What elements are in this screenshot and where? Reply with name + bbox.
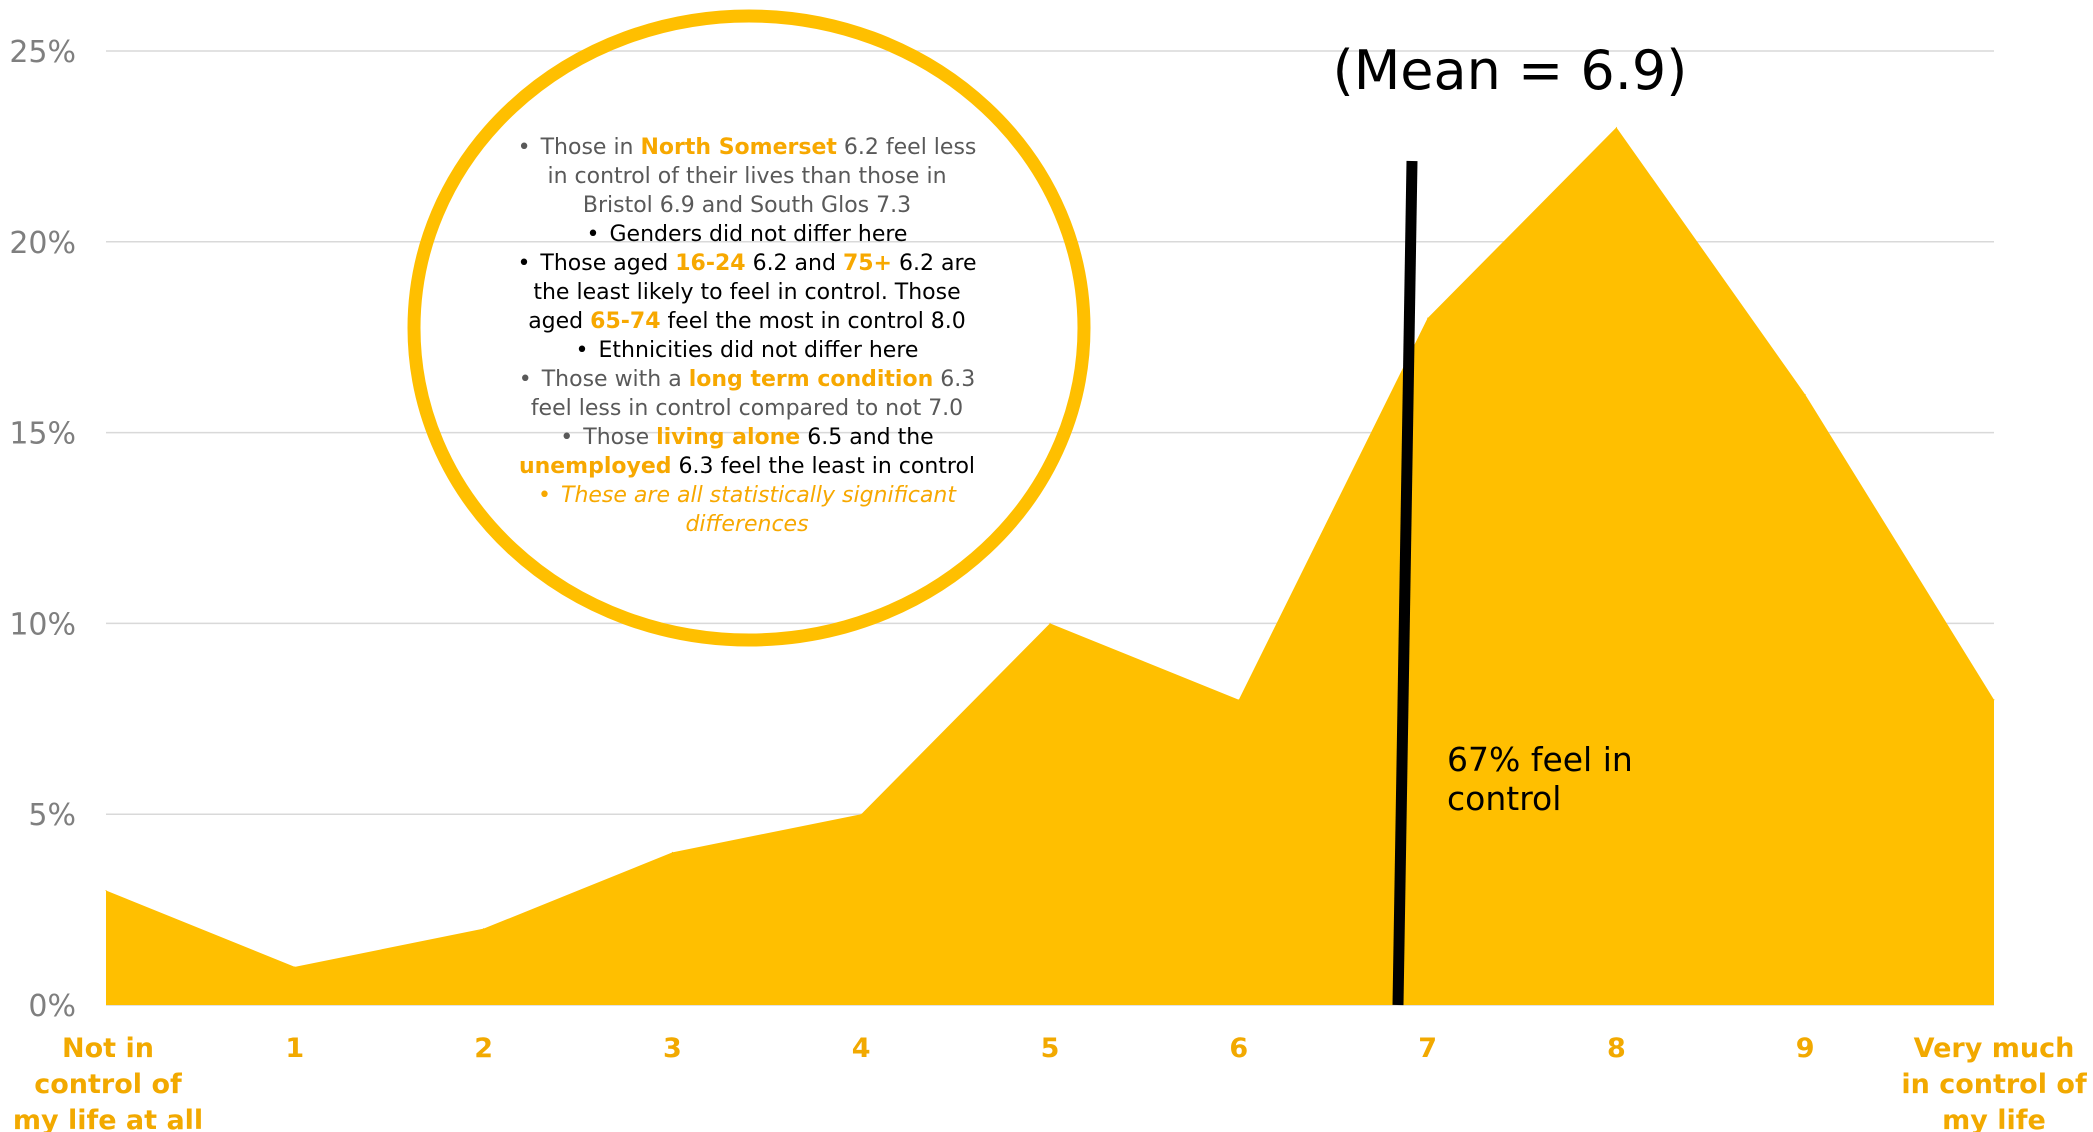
note-item: • Those aged 16-24 6.2 and 75+ 6.2 are th…	[516, 249, 978, 336]
data-point	[1238, 699, 1240, 701]
y-tick-label: 10%	[9, 607, 76, 642]
note-text: 6.3 feel less in control compared to not…	[530, 367, 976, 421]
note-highlight: North Somerset	[640, 135, 837, 160]
note-highlight: 65-74	[590, 309, 661, 334]
note-text: 6.2 are the least likely to feel in cont…	[528, 251, 977, 334]
x-tick-label: 3	[663, 1033, 682, 1064]
mean-line	[1392, 160, 1418, 1006]
y-tick-label: 15%	[9, 417, 76, 452]
note-highlight: 16-24	[675, 251, 746, 276]
note-text: 6.3 feel the least in control	[671, 454, 976, 479]
note-text: Those	[583, 425, 657, 450]
bullet-icon: •	[517, 251, 531, 276]
y-tick-label: 5%	[28, 798, 76, 833]
x-tick-label: 7	[1418, 1033, 1437, 1064]
note-item: • Genders did not differ here	[587, 220, 908, 249]
x-axis-ticks: Not in control of my life at all 1 2 3 4 5 6 7 8 9 V…	[13, 1033, 2087, 1132]
x-tick-label: Not in control of my life at all	[13, 1033, 203, 1132]
note-text: Those with a	[541, 367, 689, 392]
bullet-icon: •	[538, 483, 552, 508]
note-text: Genders did not differ here	[609, 222, 908, 247]
bullet-icon: •	[517, 135, 531, 160]
x-tick-label: 4	[852, 1033, 871, 1064]
bullet-icon: •	[518, 367, 532, 392]
data-point	[1427, 317, 1429, 319]
y-tick-label: 0%	[28, 989, 76, 1024]
note-item: • Those with a long term condition 6.3 fe…	[516, 365, 978, 423]
note-item: • These are all statistically significant…	[516, 481, 978, 539]
note-highlight: living alone	[656, 425, 801, 450]
data-point	[483, 928, 485, 930]
y-tick-label: 25%	[9, 35, 76, 70]
data-point	[671, 851, 673, 853]
note-item: • Those in North Somerset 6.2 feel less i…	[516, 133, 978, 220]
note-highlight: long term condition	[688, 367, 934, 392]
x-tick-label: Very much in control of my life	[1901, 1033, 2087, 1132]
x-tick-label: 8	[1607, 1033, 1626, 1064]
note-item: • Ethnicities did not differ here	[576, 336, 919, 365]
x-tick-label: 2	[474, 1033, 493, 1064]
data-point	[860, 813, 862, 815]
data-point	[294, 966, 296, 968]
note-text: Those aged	[540, 251, 676, 276]
x-tick-label: 9	[1796, 1033, 1815, 1064]
data-point	[1804, 393, 1806, 395]
x-tick-label: 6	[1229, 1033, 1248, 1064]
y-tick-label: 20%	[9, 226, 76, 261]
data-point	[105, 890, 107, 892]
note-text: Those in	[540, 135, 641, 160]
area-fill	[106, 127, 1994, 1005]
note-item: • Those living alone 6.5 and the unemploy…	[516, 423, 978, 481]
note-text: These are all statistically significant …	[561, 483, 956, 537]
note-highlight: unemployed	[518, 454, 672, 479]
note-text: 6.5 and the	[800, 425, 934, 450]
x-tick-label: 1	[285, 1033, 304, 1064]
bullet-icon: •	[575, 338, 589, 363]
data-point	[1049, 622, 1051, 624]
findings-notes: • Those in North Somerset 6.2 feel less i…	[516, 76, 978, 596]
y-axis-ticks: 0% 5% 10% 15% 20% 25%	[9, 35, 76, 1024]
mean-label: (Mean = 6.9)	[1333, 39, 1688, 102]
data-point	[1993, 699, 1995, 701]
x-tick-label: 5	[1041, 1033, 1060, 1064]
data-point	[1615, 126, 1617, 128]
note-text: 6.2 feel less in control of their lives …	[547, 135, 977, 218]
area-series	[105, 126, 1995, 1005]
note-text: Ethnicities did not differ here	[598, 338, 919, 363]
bullet-icon: •	[560, 425, 574, 450]
note-text: 6.2 and	[745, 251, 843, 276]
highlight-circle	[407, 9, 1091, 647]
note-text: feel the most in control 8.0	[660, 309, 966, 334]
bullet-icon: •	[586, 222, 600, 247]
note-highlight: 75+	[842, 251, 892, 276]
control-annotation: 67% feel in control	[1447, 740, 1633, 818]
